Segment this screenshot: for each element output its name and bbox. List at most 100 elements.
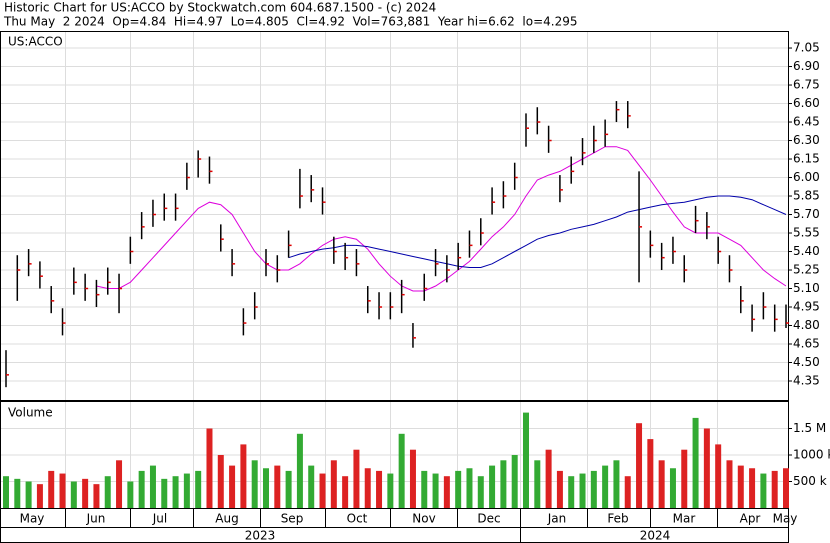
month-label: Jun bbox=[86, 512, 106, 526]
volume-bar bbox=[14, 478, 21, 508]
month-label: Dec bbox=[477, 512, 500, 526]
y-tick-label: 5.70 bbox=[793, 207, 820, 221]
volume-bar bbox=[3, 476, 9, 508]
volume-bar bbox=[771, 470, 778, 508]
volume-bar bbox=[477, 476, 484, 508]
volume-bar bbox=[59, 473, 66, 508]
y-tick-label: 5.25 bbox=[793, 263, 820, 277]
volume-bar bbox=[138, 470, 145, 508]
volume-bar bbox=[409, 449, 416, 508]
volume-bar bbox=[624, 476, 631, 508]
volume-bar bbox=[127, 481, 134, 508]
y-tick-label: 4.95 bbox=[793, 300, 820, 314]
marks: May Jun Jul Aug Sep Oct Nov Dec Jan Feb Mar Apr May 2… bbox=[1, 32, 830, 543]
y-tick-label: 7.05 bbox=[793, 41, 820, 55]
volume-bar bbox=[421, 470, 428, 508]
volume-bar bbox=[669, 468, 676, 508]
volume-bar bbox=[353, 449, 360, 508]
volume-bar bbox=[511, 455, 518, 508]
year-label: 2024 bbox=[640, 529, 671, 543]
volume-bar bbox=[715, 444, 722, 508]
year-label: 2023 bbox=[245, 529, 276, 543]
month-label: May bbox=[773, 512, 798, 526]
volume-bar bbox=[658, 460, 665, 508]
volume-bar bbox=[296, 433, 303, 508]
volume-bar bbox=[149, 465, 156, 508]
volume-bar bbox=[636, 423, 643, 508]
y-tick-label: 4.50 bbox=[793, 355, 820, 369]
volume-bar bbox=[240, 444, 247, 508]
volume-bar bbox=[681, 449, 688, 508]
volume-bar bbox=[116, 460, 123, 508]
volume-bar bbox=[93, 484, 100, 508]
volume-bar bbox=[319, 473, 326, 508]
volume-bar bbox=[104, 476, 111, 508]
volume-bar bbox=[647, 439, 654, 508]
volume-bar bbox=[534, 460, 541, 508]
y-tick-label: 6.45 bbox=[793, 115, 820, 129]
volume-bar bbox=[274, 465, 281, 508]
volume-bar bbox=[48, 470, 55, 508]
y-tick-label: 6.75 bbox=[793, 78, 820, 92]
volume-bar bbox=[432, 473, 439, 508]
volume-bar bbox=[387, 473, 394, 508]
month-label: May bbox=[20, 512, 45, 526]
y-tick-label: 6.30 bbox=[793, 133, 820, 147]
y-tick-label: 4.65 bbox=[793, 337, 820, 351]
y-tick-label: 6.00 bbox=[793, 170, 820, 184]
volume-bar bbox=[251, 460, 258, 508]
volume-bar bbox=[161, 478, 168, 508]
volume-bar bbox=[263, 468, 269, 508]
volume-bar bbox=[82, 478, 89, 508]
symbol-label: US:ACCO bbox=[8, 35, 63, 49]
volume-bar bbox=[602, 465, 609, 508]
y-tick-label: 1000 k bbox=[793, 448, 830, 462]
y-tick-label: 4.80 bbox=[793, 318, 820, 332]
month-label: Oct bbox=[347, 512, 368, 526]
volume-bar bbox=[590, 470, 597, 508]
volume-bar bbox=[364, 468, 371, 508]
volume-bar bbox=[760, 473, 767, 508]
volume-bar bbox=[308, 465, 315, 508]
y-tick-label: 6.60 bbox=[793, 96, 820, 110]
chart-title: Historic Chart for US:ACCO by Stockwatch… bbox=[4, 1, 436, 15]
moving-average bbox=[96, 146, 787, 292]
y-tick-label: 500 k bbox=[793, 474, 827, 488]
y-tick-label: 4.35 bbox=[793, 374, 820, 388]
volume-bar bbox=[523, 412, 529, 508]
volume-bar bbox=[70, 481, 77, 508]
month-label: Aug bbox=[215, 512, 238, 526]
volume-bar bbox=[466, 468, 473, 508]
volume-bar bbox=[183, 473, 190, 508]
volume-bar bbox=[568, 476, 575, 508]
volume-bar bbox=[36, 484, 43, 508]
volume-bar bbox=[217, 455, 224, 508]
month-label: Jan bbox=[547, 512, 567, 526]
month-label: Nov bbox=[412, 512, 435, 526]
y-tick-label: 5.40 bbox=[793, 244, 820, 258]
y-tick-label: 6.90 bbox=[793, 59, 820, 73]
volume-bar bbox=[443, 476, 450, 508]
volume-bar bbox=[285, 470, 292, 508]
y-tick-label: 5.85 bbox=[793, 189, 820, 203]
volume-bar bbox=[703, 428, 710, 508]
volume-bar bbox=[195, 470, 202, 508]
volume-bar bbox=[229, 465, 236, 508]
y-tick-label: 6.15 bbox=[793, 152, 820, 166]
volume-bar bbox=[500, 460, 507, 508]
y-tick-label: 1.5 M bbox=[793, 421, 826, 435]
y-tick-label: 5.55 bbox=[793, 226, 820, 240]
volume-bar bbox=[489, 465, 496, 508]
volume-bar bbox=[376, 470, 383, 508]
price-pane bbox=[0, 31, 789, 401]
volume-bar bbox=[783, 468, 789, 508]
volume-bar bbox=[556, 470, 563, 508]
month-label: Sep bbox=[281, 512, 304, 526]
month-label: Feb bbox=[607, 512, 628, 526]
volume-bar bbox=[726, 460, 733, 508]
volume-bar bbox=[737, 465, 744, 508]
volume-bar bbox=[692, 417, 699, 508]
volume-label: Volume bbox=[8, 406, 53, 420]
